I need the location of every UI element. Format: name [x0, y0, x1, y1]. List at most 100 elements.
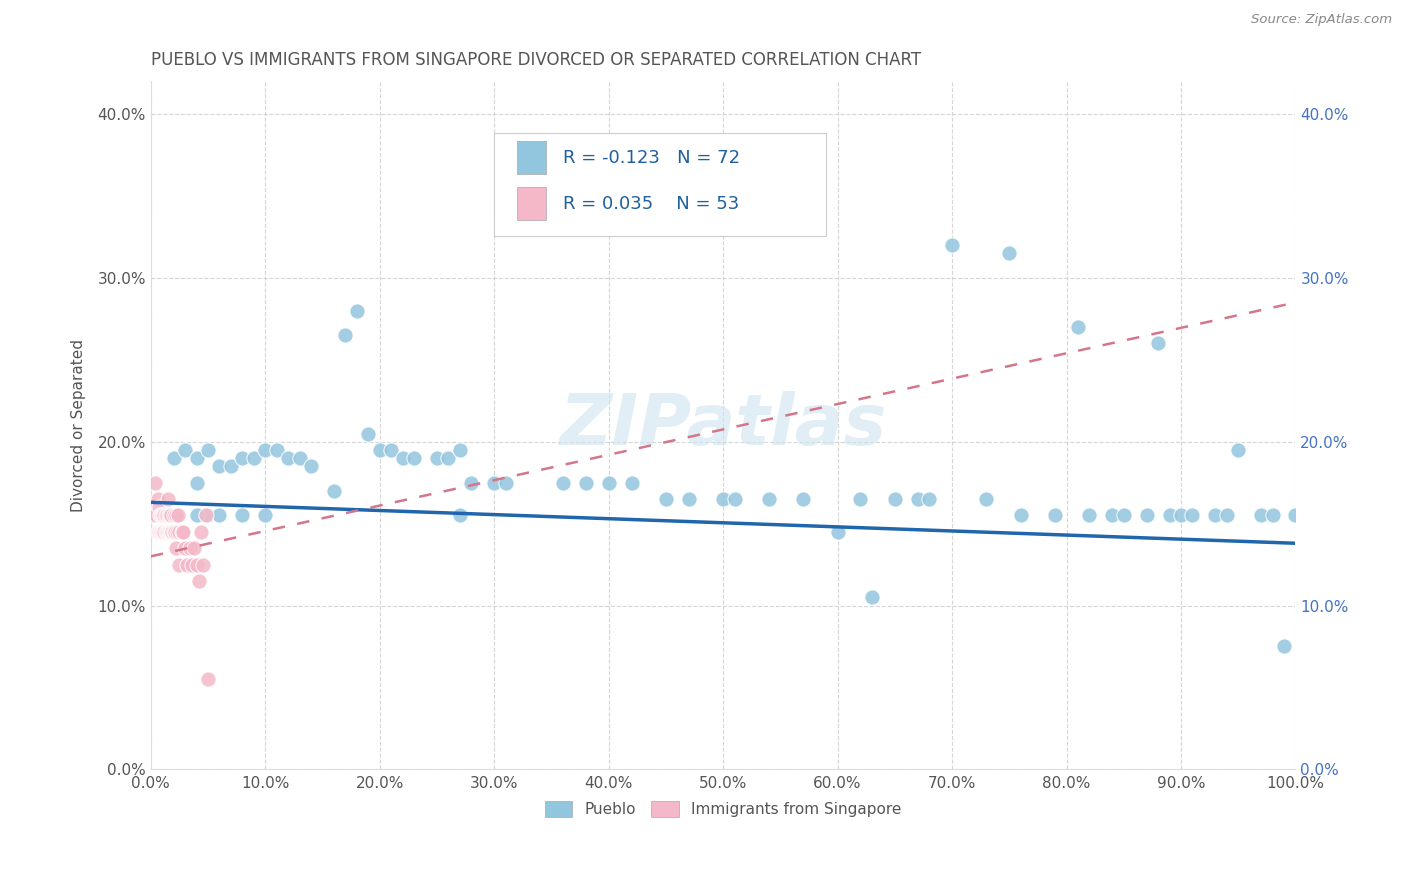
- Point: [792, 491, 814, 506]
- Point: [860, 591, 883, 605]
- Point: [145, 508, 167, 523]
- Point: [159, 524, 181, 539]
- FancyBboxPatch shape: [517, 187, 546, 220]
- Point: [162, 451, 184, 466]
- Point: [165, 508, 187, 523]
- Point: [907, 491, 929, 506]
- Point: [849, 491, 872, 506]
- Point: [179, 541, 201, 556]
- Text: R = 0.035    N = 53: R = 0.035 N = 53: [562, 194, 740, 213]
- Point: [426, 451, 449, 466]
- Point: [150, 524, 173, 539]
- Point: [380, 442, 402, 457]
- Point: [1216, 508, 1239, 523]
- Point: [160, 508, 183, 523]
- Point: [495, 475, 517, 490]
- Point: [187, 574, 209, 588]
- Point: [197, 672, 219, 686]
- Point: [460, 475, 482, 490]
- Point: [254, 442, 277, 457]
- Point: [219, 459, 242, 474]
- Point: [357, 426, 380, 441]
- Point: [1284, 508, 1306, 523]
- Point: [402, 451, 425, 466]
- Point: [1010, 508, 1032, 523]
- Point: [162, 524, 184, 539]
- Point: [186, 475, 208, 490]
- Point: [1078, 508, 1101, 523]
- Point: [143, 508, 166, 523]
- FancyBboxPatch shape: [494, 133, 827, 236]
- Point: [1136, 508, 1159, 523]
- Point: [162, 524, 184, 539]
- Point: [1067, 320, 1090, 334]
- Point: [148, 524, 170, 539]
- Point: [169, 524, 191, 539]
- Point: [165, 541, 187, 556]
- Point: [160, 524, 183, 539]
- Point: [152, 508, 174, 523]
- Text: ZIPatlas: ZIPatlas: [560, 391, 887, 459]
- Point: [482, 475, 505, 490]
- Point: [197, 508, 219, 523]
- Point: [193, 558, 215, 572]
- Point: [146, 491, 169, 506]
- Point: [186, 451, 208, 466]
- Point: [183, 541, 205, 556]
- Point: [711, 491, 734, 506]
- Point: [162, 508, 184, 523]
- Point: [288, 451, 311, 466]
- Point: [167, 508, 190, 523]
- Point: [1250, 508, 1272, 523]
- Point: [827, 524, 849, 539]
- Point: [174, 541, 197, 556]
- Point: [163, 524, 186, 539]
- Point: [208, 459, 231, 474]
- Point: [153, 508, 176, 523]
- Legend: Pueblo, Immigrants from Singapore: Pueblo, Immigrants from Singapore: [538, 796, 907, 823]
- Point: [162, 524, 184, 539]
- Point: [174, 442, 197, 457]
- Text: PUEBLO VS IMMIGRANTS FROM SINGAPORE DIVORCED OR SEPARATED CORRELATION CHART: PUEBLO VS IMMIGRANTS FROM SINGAPORE DIVO…: [150, 51, 921, 69]
- Point: [758, 491, 780, 506]
- Point: [254, 508, 277, 523]
- Point: [146, 524, 169, 539]
- Point: [156, 524, 179, 539]
- Point: [231, 508, 253, 523]
- Point: [620, 475, 643, 490]
- Point: [150, 508, 173, 523]
- Point: [176, 558, 198, 572]
- Y-axis label: Divorced or Separated: Divorced or Separated: [72, 339, 86, 512]
- Point: [197, 442, 219, 457]
- Text: R = -0.123   N = 72: R = -0.123 N = 72: [562, 149, 740, 168]
- Point: [156, 491, 179, 506]
- Point: [723, 491, 745, 506]
- Point: [166, 524, 188, 539]
- Point: [437, 451, 460, 466]
- FancyBboxPatch shape: [517, 141, 546, 174]
- Point: [149, 508, 172, 523]
- Point: [194, 508, 217, 523]
- Point: [998, 246, 1021, 260]
- Point: [883, 491, 905, 506]
- Point: [1272, 640, 1295, 654]
- Point: [231, 451, 253, 466]
- Point: [152, 524, 174, 539]
- Point: [153, 524, 176, 539]
- Point: [1204, 508, 1226, 523]
- Point: [143, 475, 166, 490]
- Point: [655, 491, 678, 506]
- Point: [150, 508, 173, 523]
- Point: [335, 328, 357, 343]
- Point: [1112, 508, 1135, 523]
- Point: [678, 491, 700, 506]
- Point: [277, 451, 299, 466]
- Point: [181, 558, 204, 572]
- Point: [918, 491, 941, 506]
- Point: [170, 524, 193, 539]
- Point: [1261, 508, 1284, 523]
- Point: [186, 508, 208, 523]
- Point: [157, 508, 180, 523]
- Point: [551, 475, 574, 490]
- Point: [346, 303, 368, 318]
